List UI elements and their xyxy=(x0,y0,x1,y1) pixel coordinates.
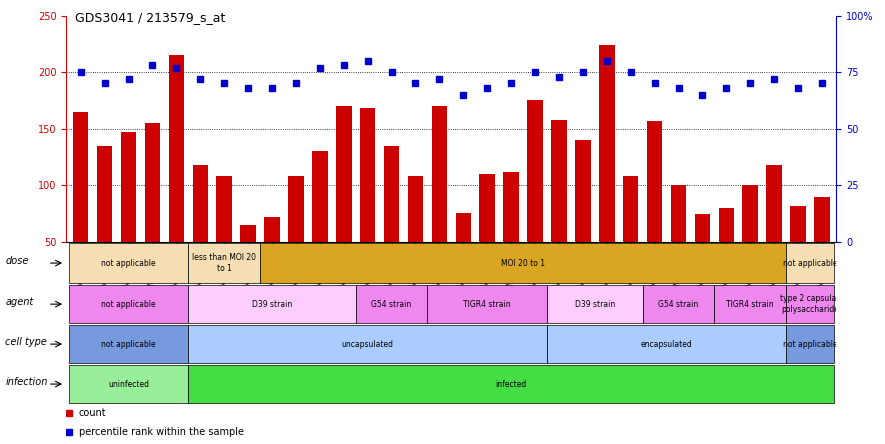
Bar xyxy=(241,225,256,298)
Bar xyxy=(547,325,786,363)
Bar xyxy=(671,186,686,298)
Text: less than MOI 20
to 1: less than MOI 20 to 1 xyxy=(192,254,256,273)
Bar xyxy=(265,217,280,298)
Text: D39 strain: D39 strain xyxy=(252,300,292,309)
Bar xyxy=(714,285,786,323)
Bar xyxy=(408,176,423,298)
Bar xyxy=(336,106,351,298)
Bar xyxy=(427,285,547,323)
Bar xyxy=(69,325,189,363)
Bar xyxy=(312,151,327,298)
Bar xyxy=(96,146,112,298)
Bar xyxy=(575,140,590,298)
Bar xyxy=(217,176,232,298)
Bar xyxy=(695,214,710,298)
Text: not applicable: not applicable xyxy=(782,340,837,349)
Bar xyxy=(144,123,160,298)
Text: uncapsulated: uncapsulated xyxy=(342,340,394,349)
Bar xyxy=(189,325,547,363)
Text: GDS3041 / 213579_s_at: GDS3041 / 213579_s_at xyxy=(75,11,226,24)
Bar xyxy=(356,285,427,323)
Text: agent: agent xyxy=(5,297,34,307)
Bar xyxy=(551,120,566,298)
Text: count: count xyxy=(79,408,106,418)
Bar xyxy=(456,213,471,298)
Text: dose: dose xyxy=(5,256,28,266)
Bar xyxy=(790,206,806,298)
Text: type 2 capsular
polysaccharide: type 2 capsular polysaccharide xyxy=(781,294,840,314)
Bar xyxy=(480,174,495,298)
Bar xyxy=(120,132,136,298)
Bar xyxy=(743,186,758,298)
Text: infected: infected xyxy=(496,380,527,388)
Text: TIGR4 strain: TIGR4 strain xyxy=(464,300,511,309)
Text: TIGR4 strain: TIGR4 strain xyxy=(727,300,774,309)
Text: cell type: cell type xyxy=(5,337,47,347)
Bar xyxy=(527,100,543,298)
Text: MOI 20 to 1: MOI 20 to 1 xyxy=(501,258,545,268)
Text: not applicable: not applicable xyxy=(782,258,837,268)
Bar xyxy=(786,243,834,283)
Bar xyxy=(786,285,834,323)
Bar xyxy=(169,55,184,298)
Bar xyxy=(766,165,782,298)
Bar xyxy=(289,176,304,298)
Bar xyxy=(189,243,260,283)
Bar xyxy=(69,243,189,283)
Bar xyxy=(360,108,375,298)
Bar xyxy=(547,285,643,323)
Text: not applicable: not applicable xyxy=(101,300,156,309)
Bar xyxy=(69,365,189,403)
Text: not applicable: not applicable xyxy=(101,258,156,268)
Bar xyxy=(260,243,786,283)
Bar xyxy=(193,165,208,298)
Bar xyxy=(432,106,447,298)
Bar xyxy=(814,197,830,298)
Bar xyxy=(69,285,189,323)
Bar xyxy=(189,285,356,323)
Bar xyxy=(719,208,734,298)
Bar xyxy=(384,146,399,298)
Bar xyxy=(623,176,638,298)
Bar xyxy=(189,365,834,403)
Bar xyxy=(73,112,89,298)
Text: infection: infection xyxy=(5,377,48,387)
Text: G54 strain: G54 strain xyxy=(658,300,698,309)
Bar xyxy=(647,121,662,298)
Text: not applicable: not applicable xyxy=(101,340,156,349)
Bar xyxy=(786,325,834,363)
Bar xyxy=(504,172,519,298)
Text: encapsulated: encapsulated xyxy=(641,340,692,349)
Text: G54 strain: G54 strain xyxy=(372,300,412,309)
Text: uninfected: uninfected xyxy=(108,380,149,388)
Text: percentile rank within the sample: percentile rank within the sample xyxy=(79,428,243,437)
Bar xyxy=(599,45,614,298)
Bar xyxy=(643,285,714,323)
Text: D39 strain: D39 strain xyxy=(574,300,615,309)
